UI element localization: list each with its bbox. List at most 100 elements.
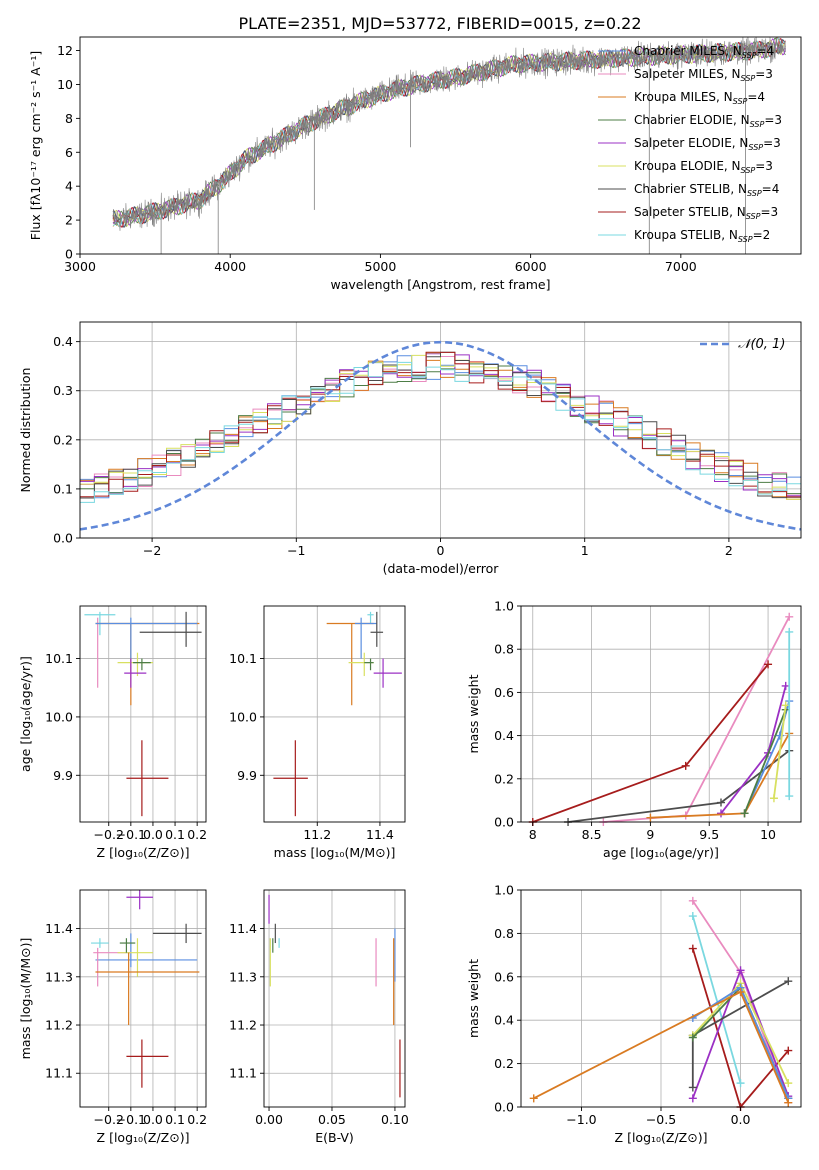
error-bar-chabrier-elodie (133, 658, 151, 671)
y-tick-label: 9.9 (237, 768, 257, 783)
y-tick-label: 0 (65, 247, 73, 262)
legend-label: Kroupa STELIB, NSSP=2 (634, 228, 770, 244)
x-axis-label: mass [log₁₀(M/M⊙)] (274, 845, 396, 860)
data-point (785, 792, 794, 801)
y-tick-label: 11.2 (45, 1018, 73, 1033)
x-tick-label: −2 (143, 543, 161, 558)
error-bar-salpeter-miles (93, 947, 131, 987)
x-tick-label: 7000 (665, 259, 697, 274)
error-bar-chabrier-elodie (119, 938, 136, 953)
axes-frame (79, 605, 207, 823)
residuals-panel: −2 −1 0 1 2 0.0 0.1 0.2 0.3 0.4 (data-model)/error… (18, 321, 802, 576)
y-tick-label: 0.2 (494, 771, 514, 786)
axes-frame (520, 605, 802, 823)
age-vs-Z-panel: −0.2−0.10.0 0.1 0.2 9.9 10.0 10.1 Z [log₁₀(Z/Z… (18, 605, 207, 860)
x-tick-label: 3000 (64, 259, 96, 274)
axes-frame (263, 889, 406, 1108)
error-bar-chabrier-elodie (364, 658, 374, 671)
x-axis-label: Z [log₁₀(Z/Z⊙)] (97, 1130, 190, 1145)
error-bar-kroupa-miles (95, 952, 200, 1026)
histograms (80, 340, 801, 531)
y-tick-label: 0.1 (53, 481, 73, 496)
error-bar-kroupa-miles (326, 622, 374, 706)
data-point (681, 761, 690, 770)
spectrum-panel: 3000 4000 5000 6000 7000 0 2 4 6 8 10 12 wavelength … (28, 36, 802, 292)
y-tick-label: 11.3 (45, 969, 73, 984)
data-point (764, 660, 773, 669)
y-tick-label: 11.4 (45, 921, 73, 936)
panels: 3000 4000 5000 6000 7000024681012wavelength … (18, 36, 802, 1145)
data-point (688, 896, 697, 905)
error-bar-salpeter-elodie (373, 658, 402, 688)
y-tick-label: 11.3 (229, 969, 257, 984)
axes-frame (79, 36, 802, 255)
x-axis-label: (data-model)/error (383, 561, 500, 576)
y-tick-label: 1.0 (494, 599, 514, 614)
data-point (688, 1083, 697, 1092)
y-tick-label: 0.4 (494, 1013, 514, 1028)
error-bar-chabrier-miles (354, 617, 377, 659)
series-chabrier-elodie (740, 705, 790, 818)
error-bar-salpeter-stelib (126, 740, 169, 817)
x-axis-label: Z [log₁₀(Z/Z⊙)] (97, 845, 190, 860)
data-point (736, 1079, 745, 1088)
spectrum-lines (112, 37, 787, 254)
x-tick-label: 0.0 (731, 1112, 751, 1127)
x-tick-label: 2 (725, 543, 733, 558)
data-point (736, 987, 745, 996)
y-tick-label: 8 (65, 111, 73, 126)
error-bar-chabrier-miles (95, 617, 198, 659)
series-salpeter-miles (599, 612, 794, 826)
x-tick-label: 0.05 (318, 1112, 346, 1127)
data-point (784, 1098, 793, 1107)
x-axis-label: age [log₁₀(age/yr)] (603, 845, 719, 860)
error-bar-salpeter-elodie (126, 890, 153, 910)
error-bars (84, 611, 202, 817)
histogram-kroupa-elodie (80, 352, 801, 500)
data-point (529, 1094, 538, 1103)
data-point (785, 612, 794, 621)
figure-title: PLATE=2351, MJD=53772, FIBERID=0015, z=0… (238, 14, 641, 33)
series-kroupa-stelib (785, 627, 794, 801)
mass-weight-vs-age-panel: 8 8.5 9 9.5 10 0.0 0.2 0.4 0.6 0.8 1.0 age [log₁₀(a… (466, 599, 802, 860)
y-tick-label: 0.4 (494, 728, 514, 743)
data-point (717, 798, 725, 807)
y-tick-label: 12 (57, 43, 73, 58)
y-axis-label: Flux [fλ10⁻¹⁷ erg cm⁻² s⁻¹ A⁻¹] (28, 51, 43, 240)
y-tick-label: 0.4 (53, 334, 73, 349)
histogram-salpeter-stelib (80, 351, 801, 498)
legend-label: Chabrier MILES, NSSP=4 (634, 44, 774, 60)
legend-label: Chabrier STELIB, NSSP=4 (634, 182, 779, 198)
error-bar-chabrier-stelib (370, 611, 384, 647)
x-tick-label: 8 (529, 827, 537, 842)
age-vs-mass-panel: 11.2 11.4 9.9 10.0 10.1 mass [log₁₀(M/M⊙)] (229, 605, 406, 860)
legend-label: 𝒩(0, 1) (738, 337, 785, 352)
series-line (773, 705, 787, 799)
x-tick-label: 9.5 (699, 827, 719, 842)
x-tick-label: −0.2 (94, 827, 124, 842)
legend-label: Chabrier ELODIE, NSSP=3 (634, 113, 782, 129)
x-tick-label: 9 (646, 827, 654, 842)
y-tick-label: 10.1 (229, 651, 257, 666)
y-tick-label: 0.6 (494, 685, 514, 700)
y-tick-label: 11.1 (229, 1066, 257, 1081)
data-point (688, 912, 697, 921)
data-point (784, 1079, 793, 1088)
x-tick-label: −0.1 (116, 827, 146, 842)
error-bars (268, 894, 401, 1098)
x-tick-label: −0.5 (646, 1112, 676, 1127)
x-axis-label: Z [log₁₀(Z/Z⊙)] (615, 1130, 708, 1145)
error-bars (91, 890, 202, 1088)
spectrum-legend: Chabrier MILES, NSSP=4 Salpeter MILES, NS… (598, 44, 782, 244)
x-axis-label: wavelength [Angstrom, rest frame] (330, 277, 550, 292)
error-bar-salpeter-elodie (124, 658, 147, 688)
x-tick-label: −0.2 (94, 1112, 124, 1127)
x-tick-label: 0.2 (187, 827, 207, 842)
histogram-chabrier-stelib (80, 351, 801, 499)
data-point (646, 813, 655, 822)
x-tick-label: 0.00 (255, 1112, 283, 1127)
x-tick-label: −0.1 (116, 1112, 146, 1127)
y-axis-label: mass weight (466, 674, 481, 753)
error-bar-kroupa-miles (95, 622, 200, 706)
